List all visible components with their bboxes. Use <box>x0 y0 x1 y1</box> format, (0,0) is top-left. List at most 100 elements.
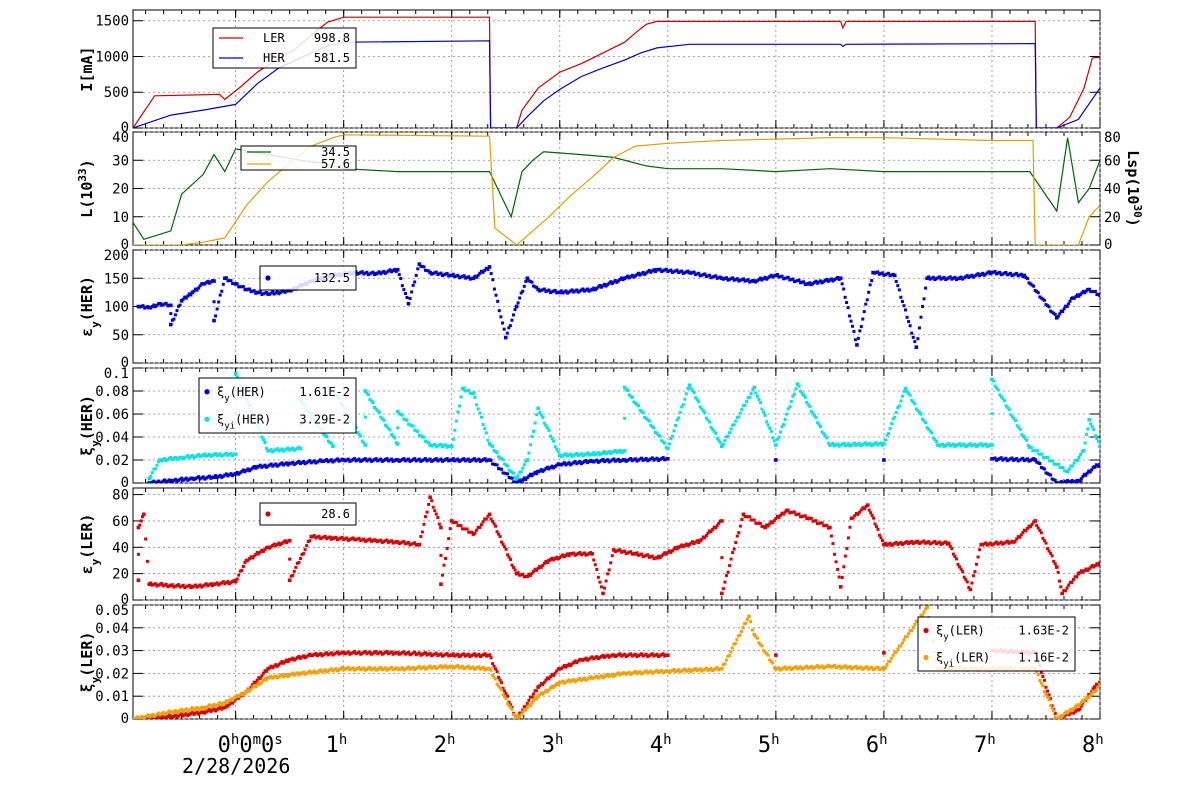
data-point <box>618 448 622 452</box>
data-point <box>1092 565 1096 569</box>
data-point <box>590 655 594 659</box>
data-point <box>1057 579 1061 583</box>
data-point <box>1062 589 1066 593</box>
data-point <box>552 466 556 470</box>
data-point <box>951 276 955 280</box>
data-point <box>704 274 708 278</box>
data-point <box>1072 481 1076 483</box>
data-point <box>664 446 668 450</box>
data-point <box>258 290 262 294</box>
data-point <box>741 277 745 281</box>
data-point <box>237 695 241 699</box>
data-point <box>437 653 441 657</box>
data-point <box>680 543 684 547</box>
data-point <box>652 670 656 674</box>
data-point <box>838 276 843 281</box>
data-point <box>578 289 582 293</box>
data-point <box>632 400 636 404</box>
data-point <box>802 514 806 518</box>
data-point <box>752 385 757 390</box>
data-point <box>184 712 188 716</box>
data-point <box>939 443 943 447</box>
data-point <box>579 553 583 557</box>
data-point <box>927 427 931 431</box>
data-point <box>959 444 963 448</box>
data-point <box>238 693 242 697</box>
data-point <box>1041 536 1045 540</box>
data-point <box>337 459 341 463</box>
data-point <box>809 516 813 520</box>
data-point <box>550 684 554 688</box>
data-point <box>1089 422 1093 426</box>
data-point <box>229 472 233 476</box>
data-point <box>456 410 460 414</box>
data-point <box>622 276 627 281</box>
data-point <box>139 304 143 308</box>
data-point <box>873 522 877 526</box>
data-point <box>479 415 483 419</box>
data-point <box>315 460 319 464</box>
data-point <box>528 472 532 476</box>
data-point <box>481 520 485 524</box>
data-point <box>647 458 651 462</box>
data-point <box>379 650 383 654</box>
data-point <box>958 565 962 569</box>
y-tick-label: 0 <box>121 592 129 608</box>
data-point <box>683 397 687 401</box>
data-point <box>501 471 505 475</box>
data-point <box>326 653 330 657</box>
data-point <box>328 535 332 539</box>
data-point <box>623 416 627 420</box>
data-point <box>769 429 773 433</box>
data-point <box>207 583 211 587</box>
legend-box <box>259 502 357 526</box>
data-point <box>292 569 296 573</box>
data-point <box>581 677 585 681</box>
data-point <box>433 271 437 275</box>
data-point <box>1063 589 1067 593</box>
data-point <box>207 452 211 456</box>
data-point <box>295 460 299 464</box>
data-point <box>913 402 917 406</box>
data-point <box>481 653 485 657</box>
data-point <box>1001 458 1005 462</box>
data-point <box>684 270 688 274</box>
data-point <box>667 549 671 553</box>
data-point <box>519 291 523 295</box>
data-point <box>644 669 648 673</box>
data-point <box>586 677 590 681</box>
data-point <box>524 705 528 709</box>
data-point <box>968 274 972 278</box>
data-point <box>483 268 487 272</box>
data-point <box>1050 459 1054 463</box>
data-point <box>497 455 501 459</box>
data-point <box>371 667 375 671</box>
data-point <box>1087 696 1091 700</box>
data-point <box>499 315 503 319</box>
data-point <box>339 536 343 540</box>
data-point <box>846 536 850 540</box>
data-point <box>383 271 387 275</box>
data-point <box>664 552 668 556</box>
data-point <box>859 665 863 669</box>
data-point <box>184 296 188 300</box>
data-point <box>979 272 983 276</box>
data-point <box>1032 520 1036 524</box>
data-point <box>192 456 196 460</box>
data-point <box>664 267 668 271</box>
data-point <box>390 665 394 669</box>
y-axis-label: L(1033) <box>76 159 97 217</box>
data-point <box>1013 539 1017 543</box>
data-point <box>238 285 242 289</box>
data-point <box>231 701 235 705</box>
data-point <box>289 672 293 676</box>
data-point <box>449 653 454 657</box>
data-point <box>667 670 671 674</box>
data-point <box>456 524 460 528</box>
data-point <box>197 708 201 712</box>
data-point <box>657 671 661 675</box>
data-point <box>420 435 424 439</box>
data-point <box>777 666 781 670</box>
data-point <box>366 458 370 462</box>
data-point <box>610 281 614 285</box>
